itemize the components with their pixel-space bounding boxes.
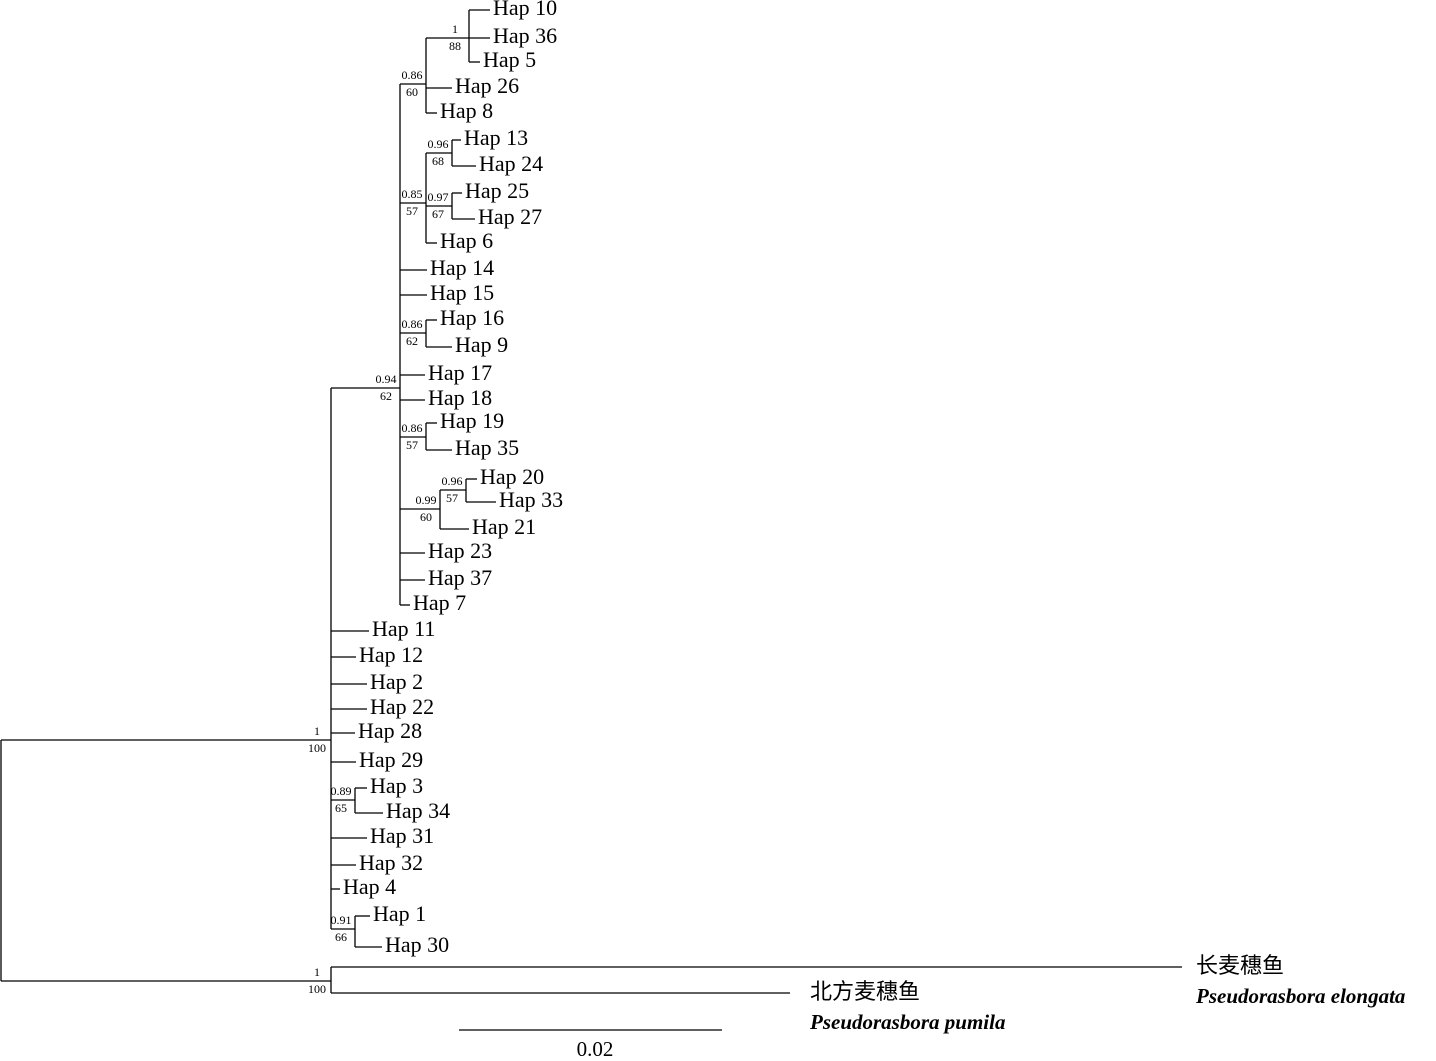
posterior-label: 1 — [452, 22, 458, 36]
bootstrap-label: 57 — [406, 438, 418, 452]
taxon-label: Hap 24 — [479, 151, 543, 176]
taxon-label: Hap 36 — [493, 23, 557, 48]
taxon-label: Hap 17 — [428, 360, 492, 385]
scale-bar-label: 0.02 — [577, 1037, 614, 1061]
bootstrap-label: 68 — [432, 154, 444, 168]
taxon-label: Hap 33 — [499, 487, 563, 512]
posterior-label: 0.86 — [402, 317, 423, 331]
posterior-label: 0.96 — [442, 474, 463, 488]
taxon-label: Hap 16 — [440, 305, 504, 330]
bootstrap-label: 100 — [308, 741, 326, 755]
taxon-label: Hap 26 — [455, 73, 519, 98]
taxon-label: Hap 37 — [428, 565, 492, 590]
posterior-label: 0.97 — [428, 190, 449, 204]
taxon-label: Hap 13 — [464, 125, 528, 150]
posterior-label: 0.99 — [416, 493, 437, 507]
taxon-label: Hap 32 — [359, 850, 423, 875]
posterior-label: 0.85 — [402, 187, 423, 201]
taxon-label: Hap 9 — [455, 332, 508, 357]
taxon-label: Hap 22 — [370, 694, 434, 719]
taxon-label: Hap 35 — [455, 435, 519, 460]
bootstrap-label: 66 — [335, 930, 347, 944]
taxon-label: Hap 4 — [343, 874, 396, 899]
posterior-label: 0.86 — [402, 421, 423, 435]
outgroup-latin: Pseudorasbora pumila — [809, 1010, 1005, 1034]
posterior-label: 0.91 — [331, 913, 352, 927]
posterior-label: 1 — [314, 965, 320, 979]
taxon-label: Hap 31 — [370, 823, 434, 848]
taxon-label: Hap 3 — [370, 773, 423, 798]
posterior-label: 0.89 — [331, 784, 352, 798]
taxon-label: Hap 7 — [413, 590, 466, 615]
taxon-label: Hap 12 — [359, 642, 423, 667]
taxon-label: Hap 15 — [430, 280, 494, 305]
outgroup-latin: Pseudorasbora elongata — [1195, 984, 1405, 1008]
taxon-label: Hap 1 — [373, 901, 426, 926]
taxon-label: Hap 8 — [440, 98, 493, 123]
taxon-label: Hap 10 — [493, 0, 557, 20]
bootstrap-label: 60 — [406, 85, 418, 99]
bootstrap-label: 62 — [406, 334, 418, 348]
posterior-label: 1 — [314, 724, 320, 738]
taxon-label: Hap 23 — [428, 538, 492, 563]
taxon-label: Hap 27 — [478, 204, 542, 229]
bootstrap-label: 88 — [449, 39, 461, 53]
posterior-label: 0.86 — [402, 68, 423, 82]
taxon-label: Hap 29 — [359, 747, 423, 772]
bootstrap-label: 65 — [335, 801, 347, 815]
taxon-label: Hap 11 — [372, 616, 435, 641]
bootstrap-label: 57 — [406, 204, 418, 218]
taxon-label: Hap 18 — [428, 385, 492, 410]
taxon-label: Hap 5 — [483, 47, 536, 72]
taxon-label: Hap 20 — [480, 464, 544, 489]
outgroup-name: 长麦穗鱼 — [1196, 954, 1284, 979]
outgroup-name: 北方麦穗鱼 — [810, 980, 920, 1005]
bootstrap-label: 100 — [308, 982, 326, 996]
taxon-label: Hap 21 — [472, 514, 536, 539]
posterior-label: 0.96 — [428, 137, 449, 151]
taxon-label: Hap 14 — [430, 255, 494, 280]
taxon-label: Hap 25 — [465, 178, 529, 203]
taxon-label: Hap 2 — [370, 669, 423, 694]
bootstrap-label: 60 — [420, 510, 432, 524]
taxon-label: Hap 19 — [440, 408, 504, 433]
bootstrap-label: 67 — [432, 207, 444, 221]
taxon-label: Hap 34 — [386, 798, 450, 823]
taxon-label: Hap 28 — [358, 718, 422, 743]
bootstrap-label: 62 — [380, 389, 392, 403]
posterior-label: 0.94 — [376, 372, 397, 386]
taxon-label: Hap 30 — [385, 932, 449, 957]
taxon-label: Hap 6 — [440, 228, 493, 253]
bootstrap-label: 57 — [446, 491, 458, 505]
